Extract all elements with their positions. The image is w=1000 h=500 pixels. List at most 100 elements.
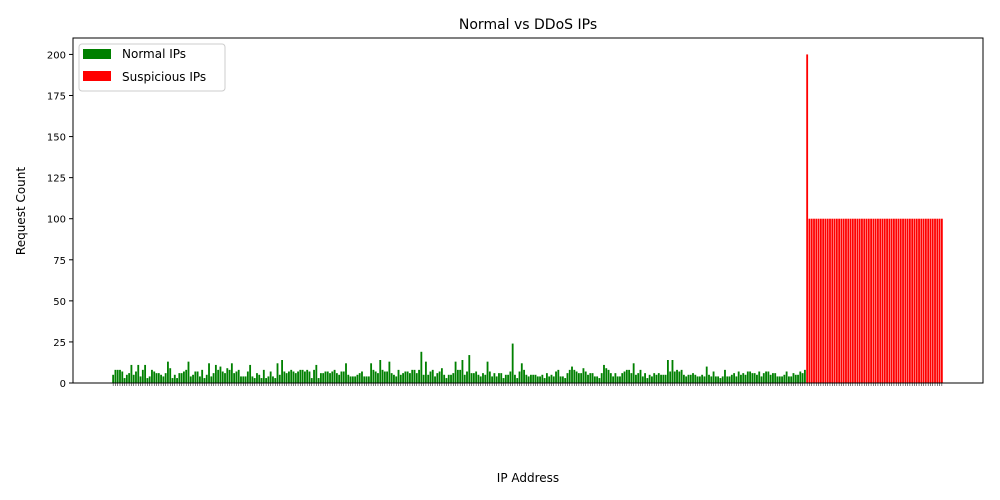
bar-normal	[372, 369, 375, 383]
bar-normal	[797, 374, 799, 383]
bar-suspicious	[915, 218, 918, 383]
bar-normal	[803, 369, 806, 383]
x-axis-title: IP Address	[497, 471, 559, 485]
bar-normal	[322, 373, 325, 383]
bar-suspicious	[888, 218, 891, 383]
bar-normal	[308, 371, 311, 383]
bar-normal	[571, 366, 573, 383]
y-tick-label: 175	[47, 92, 66, 103]
bar-normal	[210, 376, 213, 383]
bar-normal	[721, 376, 724, 383]
bar-normal	[559, 376, 562, 383]
bar-suspicious	[819, 218, 822, 383]
bar-normal	[393, 374, 395, 383]
bar-normal	[345, 363, 347, 383]
bar-normal	[698, 376, 701, 383]
bar-normal	[235, 371, 238, 383]
bar-normal	[735, 376, 738, 383]
bar-normal	[198, 376, 201, 383]
bar-normal	[386, 371, 389, 383]
bar-normal	[256, 373, 258, 383]
bar-normal	[530, 374, 532, 383]
bar-suspicious	[810, 218, 813, 383]
bar-normal	[577, 373, 580, 383]
bar-normal	[678, 371, 681, 383]
bar-normal	[628, 369, 631, 383]
bar-normal	[388, 361, 391, 383]
bar-normal	[666, 360, 669, 383]
bar-normal	[315, 364, 318, 383]
bar-normal	[685, 376, 688, 383]
bar-normal	[740, 374, 742, 383]
bar-normal	[495, 376, 498, 383]
y-tick-label: 125	[47, 174, 66, 185]
bar-normal	[619, 376, 621, 383]
bar-normal	[746, 371, 749, 383]
bar-normal	[329, 373, 331, 383]
bar-suspicious	[872, 218, 875, 383]
bar-suspicious	[870, 218, 872, 383]
bar-normal	[443, 374, 446, 383]
bar-normal	[459, 369, 462, 383]
bar-suspicious	[817, 218, 820, 383]
bar-suspicious	[929, 218, 932, 383]
y-axis: 0 25 50 75 100 125 150 175 200	[47, 50, 73, 390]
bar-normal	[192, 374, 194, 383]
bar-suspicious	[927, 218, 930, 383]
bar-normal	[662, 374, 665, 383]
bar-normal	[760, 376, 763, 383]
bar-suspicious	[893, 218, 895, 383]
bar-normal	[552, 376, 555, 383]
bar-normal	[281, 360, 283, 383]
bar-normal	[630, 373, 633, 383]
bar-normal	[415, 373, 418, 383]
bar-normal	[180, 373, 183, 383]
bar-normal	[781, 376, 783, 383]
bar-normal	[564, 378, 567, 383]
bar-normal	[491, 376, 494, 383]
bar-normal	[794, 374, 797, 383]
bar-suspicious	[924, 218, 927, 383]
bar-normal	[331, 371, 334, 383]
bar-normal	[381, 369, 384, 383]
bar-suspicious	[897, 218, 900, 383]
bar-normal	[655, 374, 658, 383]
bar-normal	[365, 376, 368, 383]
bar-normal	[532, 374, 535, 383]
bar-normal	[493, 373, 496, 383]
bar-normal	[335, 373, 338, 383]
bar-normal	[726, 376, 729, 383]
y-tick-label: 150	[47, 133, 66, 144]
bar-normal	[114, 369, 117, 383]
bar-normal	[593, 376, 596, 383]
bar-normal	[265, 378, 268, 383]
bar-normal	[749, 371, 752, 383]
bar-normal	[728, 376, 731, 383]
bar-normal	[486, 361, 489, 383]
bar-normal	[205, 374, 208, 383]
bar-normal	[233, 373, 236, 383]
bar-normal	[171, 378, 174, 383]
bar-normal	[422, 374, 425, 383]
bar-normal	[402, 373, 404, 383]
bar-normal	[404, 371, 407, 383]
bar-normal	[470, 373, 473, 383]
bar-normal	[447, 374, 450, 383]
bar-normal	[673, 371, 676, 383]
bar-normal	[297, 371, 299, 383]
bar-normal	[637, 373, 640, 383]
legend-swatch-normal	[83, 49, 111, 59]
bar-normal	[301, 369, 304, 383]
bar-normal	[269, 371, 272, 383]
bar-normal	[185, 369, 188, 383]
bar-normal	[669, 371, 672, 383]
bar-normal	[477, 374, 480, 383]
bar-normal	[351, 376, 354, 383]
bar-suspicious	[845, 218, 847, 383]
bar-normal	[276, 363, 279, 383]
bar-normal	[274, 378, 277, 383]
bar-normal	[317, 378, 320, 383]
bar-normal	[436, 373, 439, 383]
bar-normal	[420, 351, 423, 383]
bar-normal	[294, 373, 297, 383]
